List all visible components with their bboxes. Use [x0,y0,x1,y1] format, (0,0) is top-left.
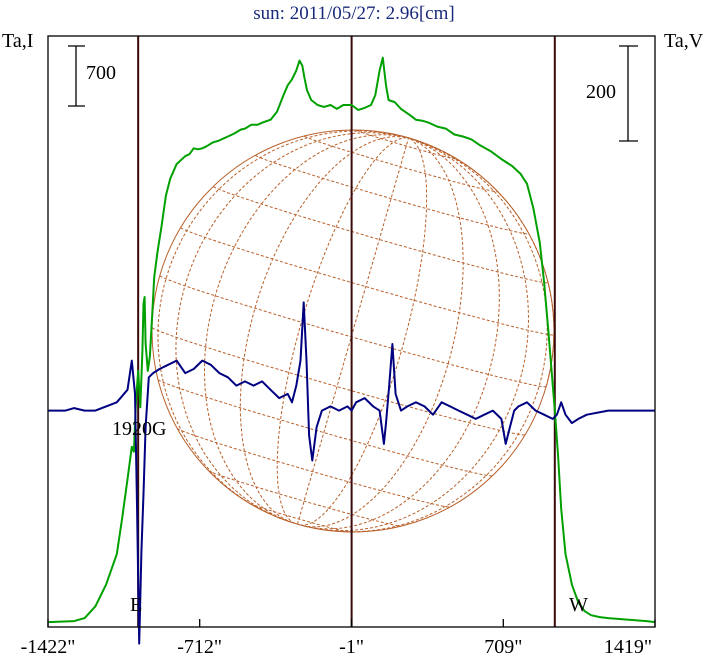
longitude-line [175,132,409,519]
x-axis-ticks [47,619,656,627]
x-tick-label: -1422" [20,636,76,658]
right-scale-label: 200 [586,81,616,103]
latitude-line [176,428,451,508]
left-scale-label: 700 [86,62,116,84]
longitude-line [157,130,409,514]
x-tick-label: -1" [339,636,365,658]
x-tick-label: -712" [177,636,223,658]
longitude-line [297,137,409,525]
longitude-line [302,137,464,528]
longitude-line [300,137,428,526]
series-lines [47,56,656,645]
series-line-I [47,56,656,624]
right-axis-label: Ta,V [664,30,704,52]
longitude-line [239,136,409,524]
longitude-line [315,137,530,532]
right-scale-bar [619,45,638,142]
longitude-line [276,137,409,524]
left-axis-label: Ta,I [2,30,34,52]
latitude-line [151,327,525,436]
east-marker-label: E [130,594,143,616]
vertical-markers [137,36,556,627]
longitude-line [304,137,500,530]
latitude-line [157,379,493,477]
left-scale-bar [68,45,85,107]
solar-disk-grid [151,129,555,533]
latitude-line [356,129,457,160]
latitude-line [213,186,549,284]
field-strength-label: 1920G [112,418,167,440]
latitude-line [255,155,530,235]
west-marker-label: W [569,594,588,616]
chart-title: sun: 2011/05/27: 2.96[cm] [253,3,455,24]
longitude-line [327,137,548,533]
latitude-line [208,470,402,527]
series-line-V [48,301,655,645]
x-tick-label: 1419" [603,636,653,658]
longitude-line [203,134,409,523]
x-tick-label: 709" [484,636,523,658]
